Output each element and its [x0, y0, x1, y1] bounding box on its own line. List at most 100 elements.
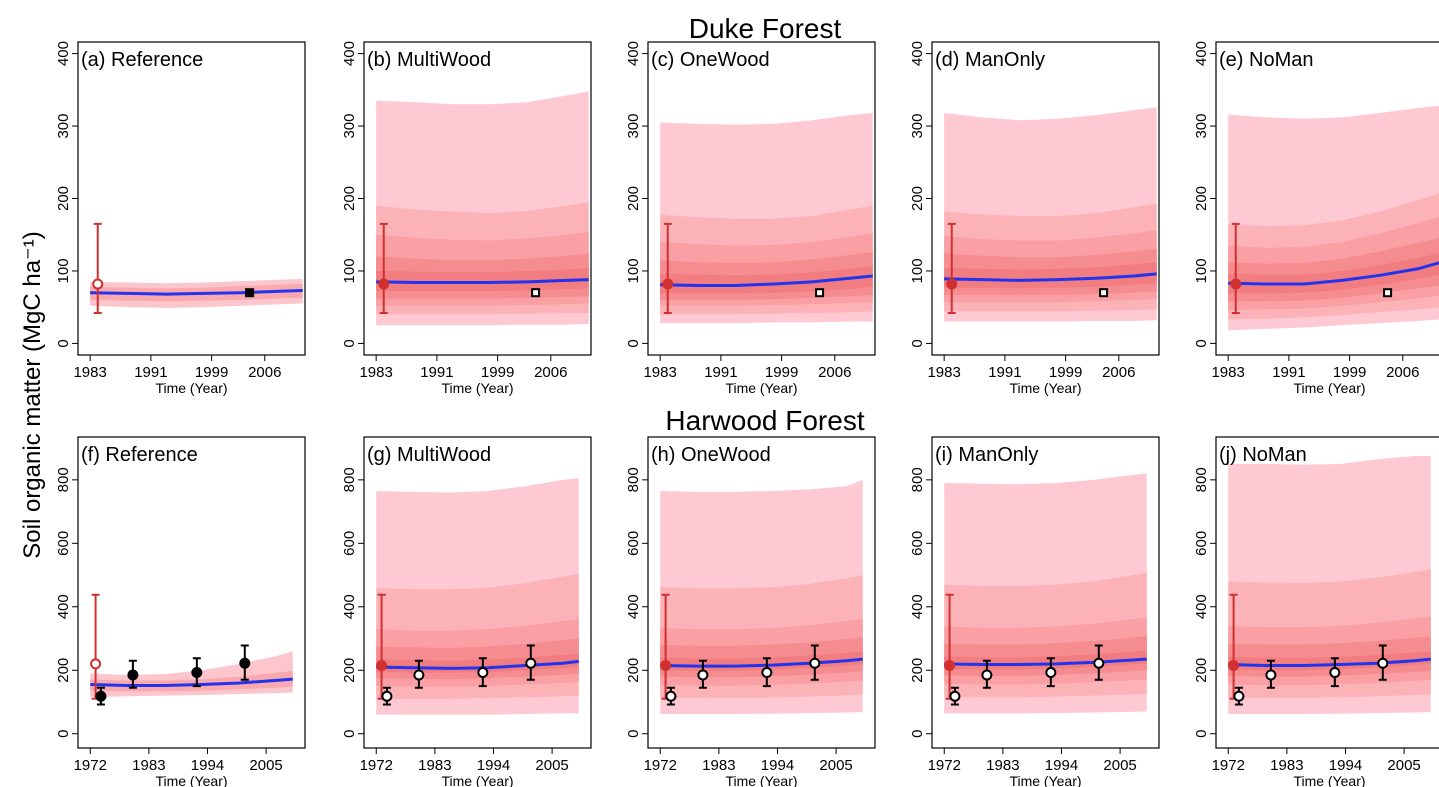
observation	[381, 690, 393, 702]
x-tick-label: 1983	[702, 757, 735, 774]
median-line	[1228, 261, 1439, 286]
x-tick-label: 1983	[927, 364, 960, 381]
x-tick-label: 1983	[1270, 757, 1303, 774]
observation	[981, 669, 993, 681]
panel: (g) MultiWood 1972 1983 1994 2005 0 200 400 600 8…	[341, 436, 592, 787]
x-axis-label: Time (Year)	[1009, 380, 1081, 396]
x-tick-label: 1999	[195, 364, 228, 381]
x-tick-label: 1999	[765, 364, 798, 381]
observation	[809, 657, 821, 669]
plot-area	[660, 479, 863, 715]
y-tick-label: 800	[1193, 467, 1210, 492]
observation	[660, 659, 672, 671]
x-axis-label: Time (Year)	[1293, 773, 1365, 787]
axes-frame	[77, 436, 306, 749]
x-tick-label: 2006	[534, 364, 567, 381]
x-tick-label: 1994	[1329, 757, 1362, 774]
median-line	[90, 677, 293, 687]
observation	[1233, 690, 1245, 702]
x-tick-label: 1972	[1212, 757, 1245, 774]
y-tick-label: 100	[1193, 258, 1210, 283]
median-line	[376, 659, 579, 670]
panel: (a) Reference 1983 1991 1999 2006 0 100 200 300 4…	[55, 41, 306, 396]
y-tick-label: 400	[625, 41, 642, 66]
observation	[90, 658, 102, 670]
observation	[662, 278, 674, 290]
y-tick-label: 200	[909, 658, 926, 683]
panel-label: (d) ManOnly	[935, 49, 1045, 71]
observation	[477, 666, 489, 678]
x-tick-label: 2006	[818, 364, 851, 381]
observation	[378, 278, 390, 290]
panel-label: (f) Reference	[81, 444, 198, 466]
y-tick-label: 0	[909, 339, 926, 347]
y-tick-label: 400	[909, 41, 926, 66]
panel-label: (b) MultiWood	[367, 49, 491, 71]
plot-area	[944, 107, 1157, 322]
x-tick-label: 1991	[420, 364, 453, 381]
y-tick-label: 100	[55, 258, 72, 283]
error-bar	[947, 222, 956, 314]
x-tick-label: 1972	[928, 757, 961, 774]
axes-frame	[931, 436, 1160, 749]
x-tick-label: 1972	[360, 757, 393, 774]
panel-label: (i) ManOnly	[935, 444, 1038, 466]
panel: (d) ManOnly 1983 1991 1999 2006 0 100 200 300 400…	[909, 41, 1160, 396]
x-tick-label: 1983	[418, 757, 451, 774]
panel: (b) MultiWood 1983 1991 1999 2006 0 100 200 300 4…	[341, 41, 592, 396]
x-axis-label: Time (Year)	[441, 773, 513, 787]
x-tick-label: 1991	[988, 364, 1021, 381]
x-tick-label: 1991	[134, 364, 167, 381]
y-tick-label: 200	[909, 186, 926, 211]
y-tick-label: 800	[625, 467, 642, 492]
error-bar	[1231, 222, 1240, 314]
axes-frame	[363, 436, 592, 749]
y-tick-label: 600	[341, 531, 358, 556]
observation	[191, 666, 203, 678]
median-line	[90, 289, 303, 296]
y-tick-label: 600	[55, 531, 72, 556]
x-tick-label: 1972	[644, 757, 677, 774]
x-tick-label: 1999	[481, 364, 514, 381]
x-tick-label: 2005	[249, 757, 282, 774]
x-axis-label: Time (Year)	[155, 773, 227, 787]
observation	[946, 278, 958, 290]
observation	[761, 666, 773, 678]
observation	[1265, 669, 1277, 681]
x-tick-label: 1983	[643, 364, 676, 381]
row-title: Harwood Forest	[665, 405, 864, 436]
x-tick-label: 1983	[986, 757, 1019, 774]
panel: (h) OneWood 1972 1983 1994 2005 0 200 400 600 800…	[625, 436, 876, 787]
observation	[95, 690, 107, 702]
error-bar	[93, 222, 102, 314]
plot-area	[660, 113, 873, 324]
y-tick-label: 0	[341, 730, 358, 738]
x-tick-label: 1994	[191, 757, 224, 774]
y-tick-label: 600	[909, 531, 926, 556]
x-tick-label: 1991	[704, 364, 737, 381]
uncertainty-band	[944, 262, 1157, 289]
y-tick-label: 400	[1193, 594, 1210, 619]
x-tick-label: 2005	[819, 757, 852, 774]
observation	[92, 278, 104, 290]
panel: (c) OneWood 1983 1991 1999 2006 0 100 200 300 400…	[625, 41, 876, 396]
y-tick-label: 100	[909, 258, 926, 283]
y-tick-label: 200	[55, 658, 72, 683]
observation	[531, 288, 541, 298]
observation	[376, 659, 388, 671]
y-axis-label: Soil organic matter (MgC ha⁻¹)	[19, 231, 46, 558]
y-tick-label: 0	[625, 730, 642, 738]
y-tick-label: 800	[341, 467, 358, 492]
y-tick-label: 200	[1193, 658, 1210, 683]
row-title: Duke Forest	[689, 13, 842, 44]
y-tick-label: 400	[625, 594, 642, 619]
observation	[1377, 657, 1389, 669]
plot-area	[90, 593, 293, 706]
x-tick-label: 2005	[535, 757, 568, 774]
x-axis-label: Time (Year)	[725, 380, 797, 396]
observation	[944, 659, 956, 671]
y-tick-label: 200	[1193, 186, 1210, 211]
y-tick-label: 100	[625, 258, 642, 283]
observation	[239, 657, 251, 669]
